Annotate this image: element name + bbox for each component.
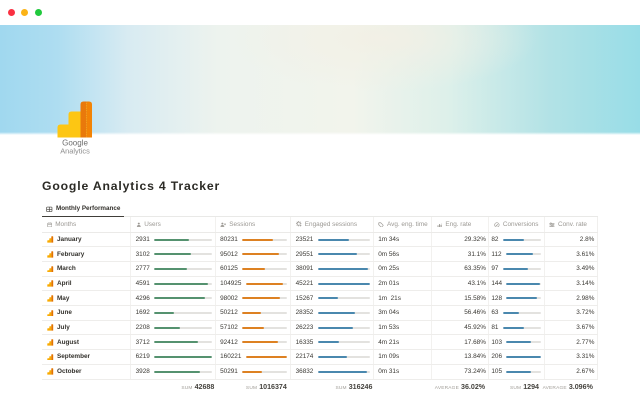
svg-text:Google: Google — [62, 139, 88, 148]
svg-text:Analytics: Analytics — [60, 147, 90, 156]
